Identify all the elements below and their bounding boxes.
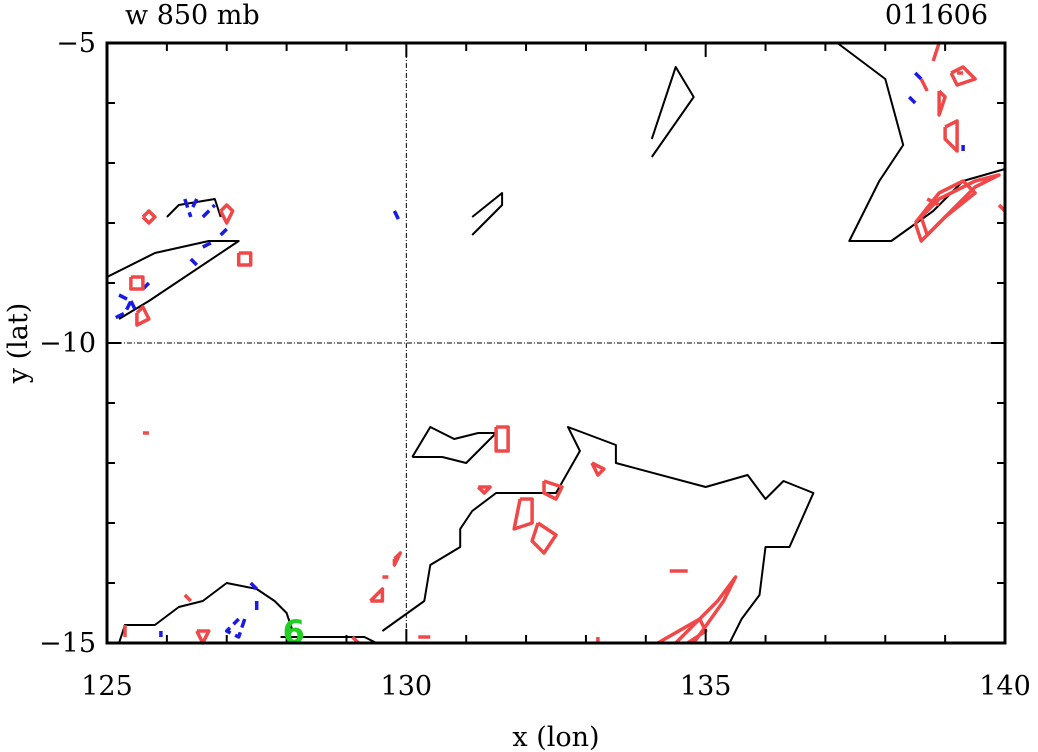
positive-contour-layer: [123, 41, 1007, 645]
negative-contour-9: [392, 210, 402, 224]
axis-ticks: 125 130 135 140 −5 −10 −15: [39, 28, 1031, 702]
positive-contour-33: [926, 197, 940, 207]
chart-title-left: w 850 mb: [125, 0, 260, 31]
positive-contour-11: [530, 521, 558, 555]
coastline-1: [650, 66, 695, 158]
coastline-3: [106, 240, 240, 320]
reference-lines: [107, 43, 1005, 643]
y-tick-label: −15: [39, 628, 96, 659]
negative-contour-10: [913, 71, 923, 81]
positive-contour-28: [937, 89, 947, 117]
negative-contour-3: [219, 227, 228, 237]
positive-contour-29: [943, 119, 959, 153]
coastline-0: [836, 42, 1006, 242]
plot-frame: [105, 41, 1007, 645]
positive-contour-13: [369, 587, 385, 603]
x-tick-label: 125: [81, 671, 133, 702]
negative-contour-1: [189, 198, 199, 212]
coastline-7: [118, 582, 294, 644]
y-axis-label: y (lat): [3, 303, 34, 385]
coastline-6: [381, 426, 815, 644]
positive-contour-3: [129, 275, 145, 291]
negative-contour-0: [183, 198, 193, 218]
positive-contour-25: [949, 65, 977, 87]
negative-contour-2: [201, 203, 217, 219]
x-tick-label: 135: [680, 671, 732, 702]
y-tick-label: −10: [39, 328, 96, 359]
coastline-2: [471, 192, 504, 236]
negative-contour-5: [189, 257, 199, 267]
positive-contour-22: [195, 629, 211, 645]
negative-contour-13: [249, 581, 258, 591]
positive-contour-6: [494, 425, 510, 453]
positive-contour-2: [236, 251, 253, 267]
positive-contour-7: [590, 461, 606, 477]
positive-contour-8: [476, 485, 492, 495]
negative-contour-4: [202, 239, 216, 249]
positive-contour-10: [512, 497, 534, 531]
positive-contour-12: [392, 551, 403, 567]
coastline-8: [280, 636, 377, 644]
station-marker: 6: [283, 613, 305, 651]
chart-title-right: 011606: [885, 0, 988, 31]
negative-contour-layer: [112, 71, 965, 639]
positive-contour-20: [656, 617, 708, 645]
positive-contour-31: [913, 179, 977, 243]
x-tick-label: 140: [979, 671, 1031, 702]
positive-contour-21: [183, 593, 193, 603]
coastline-5: [411, 426, 498, 464]
positive-contour-24: [931, 41, 941, 62]
positive-contour-19: [674, 575, 738, 645]
y-tick-label: −5: [56, 28, 96, 59]
positive-contour-0: [141, 209, 157, 225]
positive-contour-27: [919, 78, 929, 92]
negative-contour-11: [907, 95, 917, 105]
negative-contour-8: [129, 300, 139, 314]
positive-contour-4: [135, 305, 151, 327]
x-tick-label: 130: [381, 671, 433, 702]
positive-contour-9: [542, 479, 564, 501]
positive-contour-1: [219, 203, 235, 225]
negative-contour-7: [112, 293, 133, 321]
negative-contour-15: [224, 617, 247, 639]
x-axis-label: x (lon): [512, 722, 599, 752]
